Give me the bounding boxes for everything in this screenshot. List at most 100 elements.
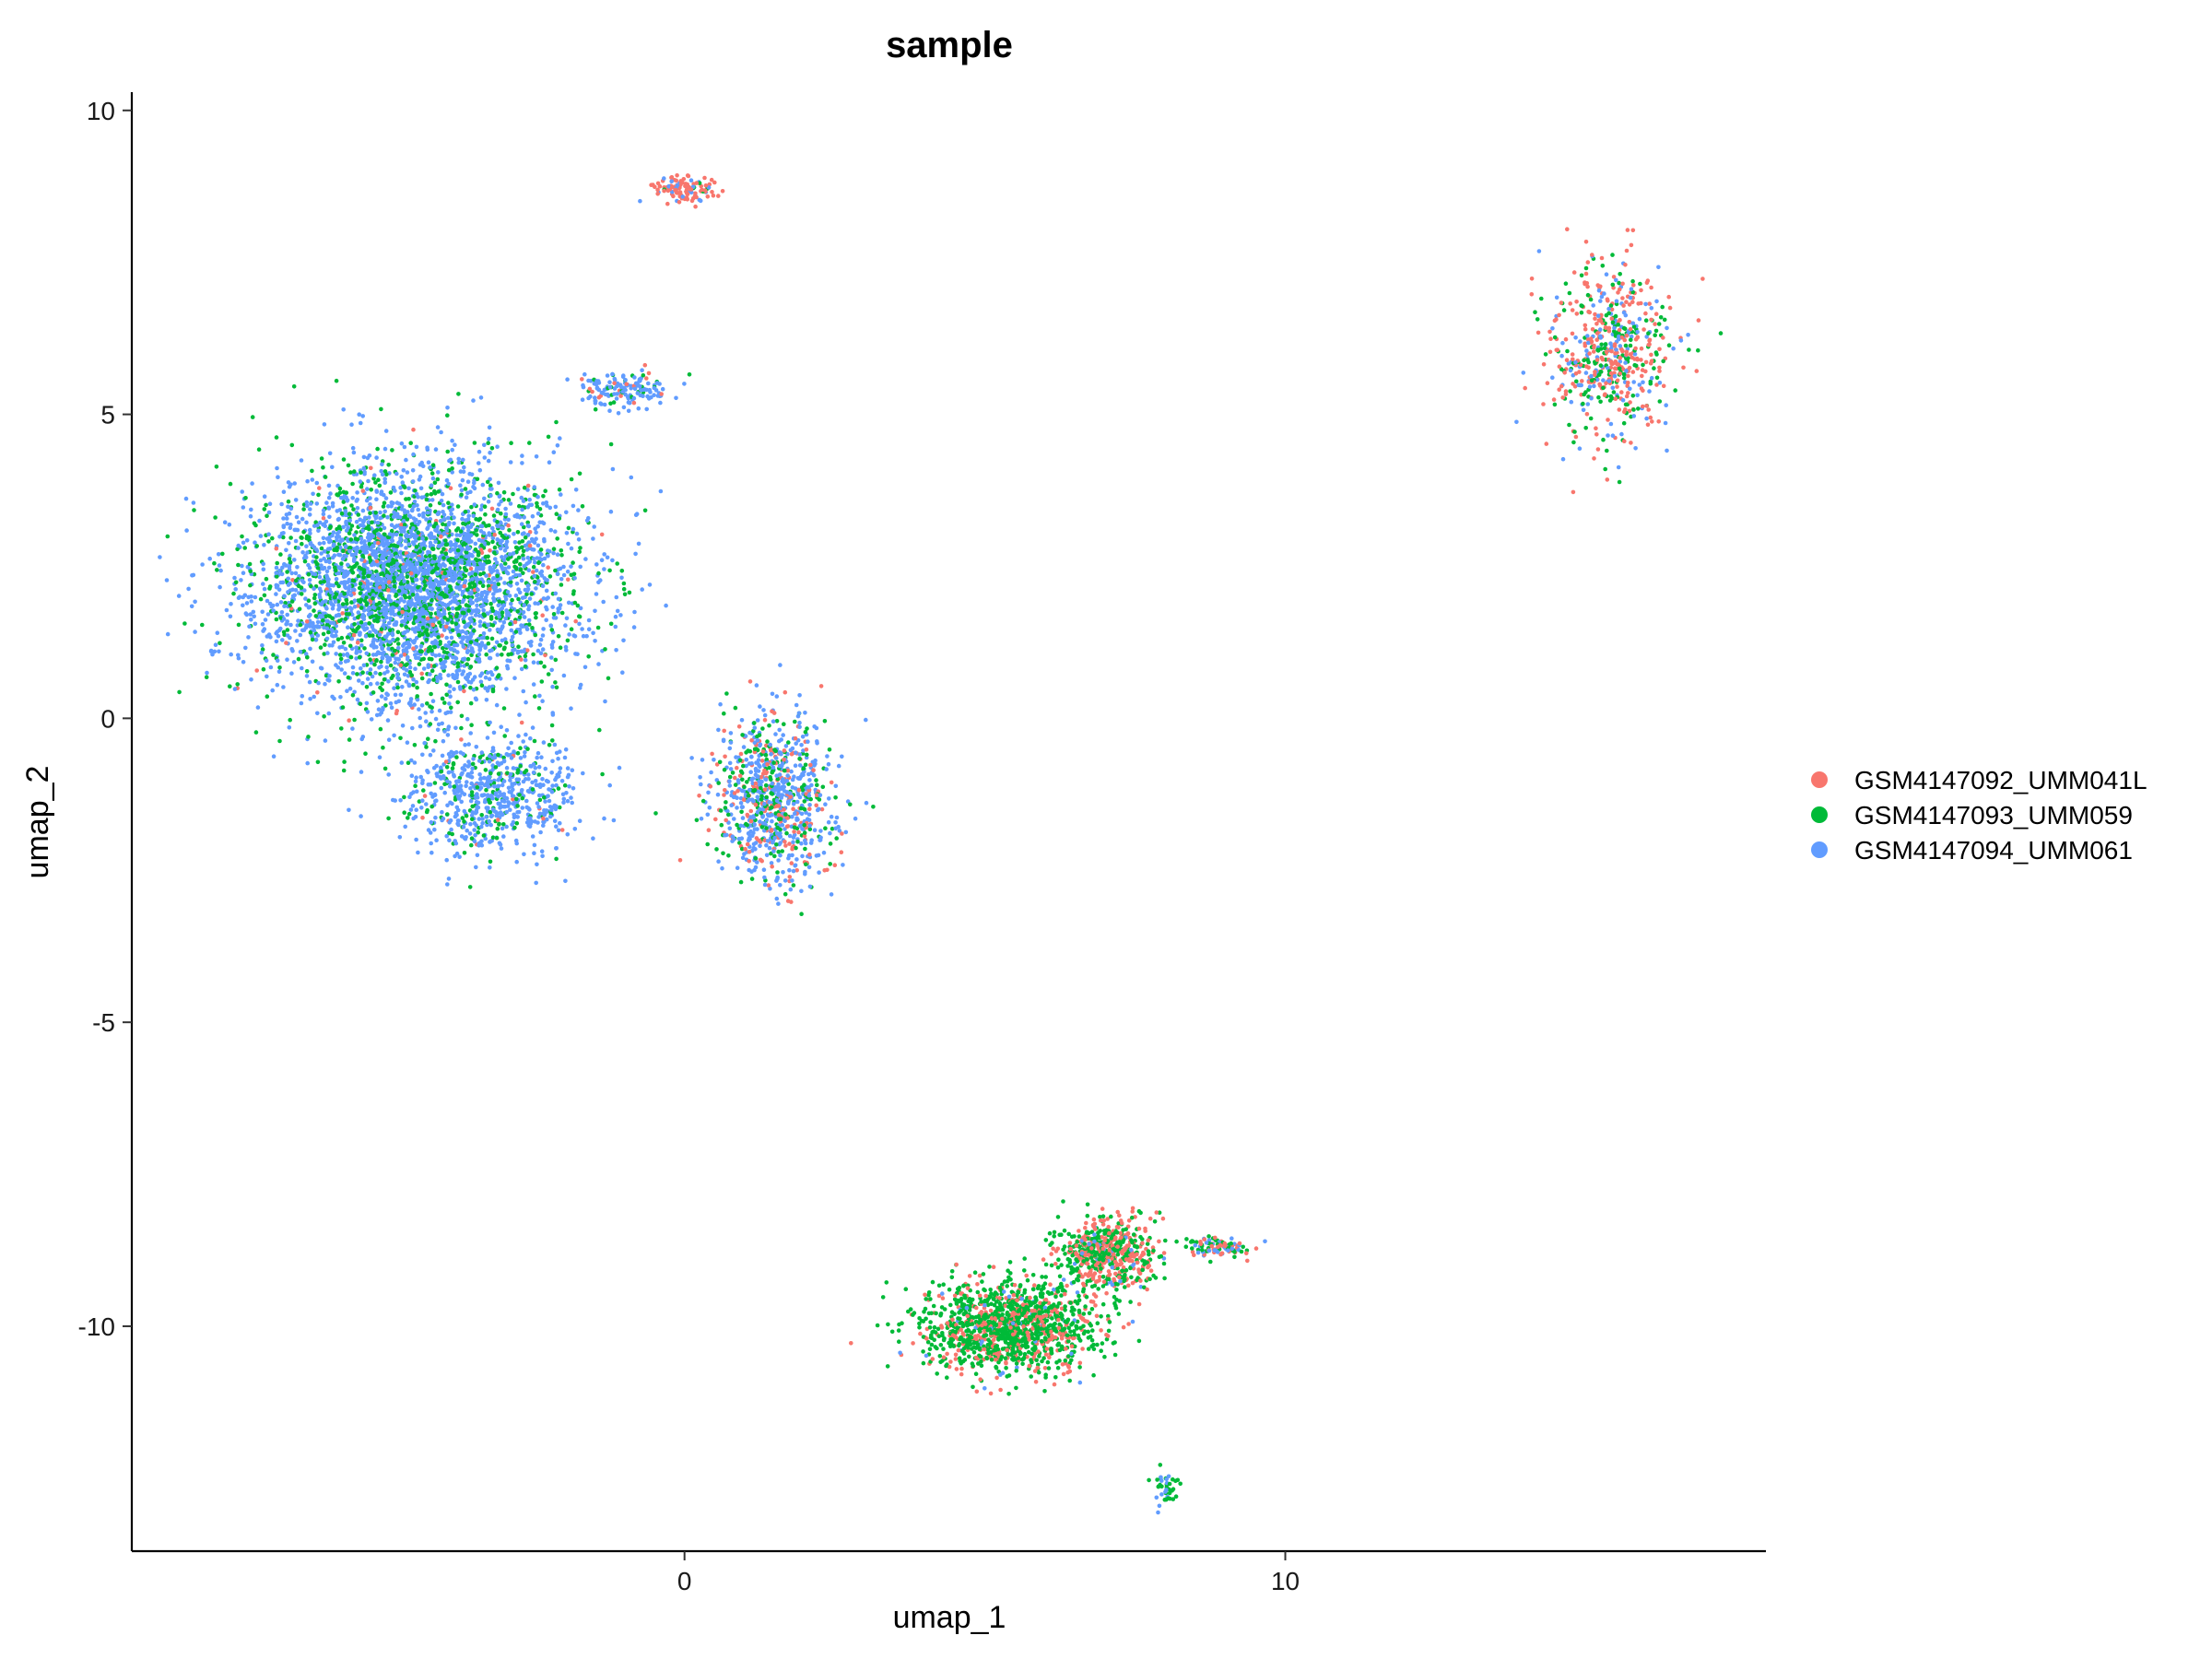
scatter-point [440, 696, 445, 701]
scatter-point [243, 645, 248, 651]
scatter-point [524, 798, 529, 804]
scatter-point [472, 588, 477, 593]
scatter-point [488, 493, 493, 498]
scatter-point [571, 560, 575, 565]
scatter-point [184, 528, 189, 533]
scatter-point [236, 595, 241, 600]
scatter-point [360, 612, 366, 618]
scatter-point [399, 572, 405, 578]
scatter-point [364, 700, 370, 706]
scatter-point [429, 531, 434, 535]
scatter-point [426, 602, 431, 607]
scatter-point [566, 772, 571, 778]
scatter-point [553, 657, 559, 663]
scatter-point [501, 706, 507, 711]
scatter-point [235, 682, 240, 687]
scatter-point [462, 610, 466, 616]
scatter-point [443, 538, 448, 543]
scatter-point [265, 612, 271, 617]
scatter-point [468, 731, 473, 735]
scatter-point [345, 601, 349, 606]
scatter-point [530, 834, 535, 839]
scatter-point [404, 564, 408, 569]
scatter-point [385, 504, 391, 509]
scatter-point [446, 578, 452, 582]
scatter-point [488, 865, 492, 870]
scatter-point [576, 537, 582, 542]
scatter-point [525, 504, 531, 510]
scatter-point [360, 488, 366, 493]
scatter-point [583, 557, 588, 561]
scatter-point [392, 612, 397, 618]
scatter-point [414, 517, 418, 523]
scatter-point [355, 640, 360, 645]
scatter-point [465, 716, 470, 722]
scatter-point [473, 832, 477, 838]
scatter-point [241, 540, 246, 546]
scatter-point [491, 748, 496, 753]
scatter-point [371, 606, 377, 610]
scatter-point [319, 551, 324, 556]
scatter-point [546, 565, 550, 570]
scatter-point [452, 660, 457, 665]
scatter-point [409, 522, 415, 527]
scatter-point [479, 683, 485, 688]
scatter-point [423, 609, 428, 615]
scatter-point [362, 543, 368, 547]
scatter-point [450, 447, 455, 453]
scatter-point [501, 558, 507, 562]
scatter-point [559, 610, 565, 616]
scatter-point [403, 824, 408, 830]
scatter-point [444, 682, 449, 688]
scatter-point [218, 568, 223, 573]
scatter-point [335, 637, 341, 641]
scatter-point [464, 603, 469, 607]
scatter-point [212, 560, 217, 566]
scatter-point [337, 486, 343, 491]
scatter-point [453, 621, 459, 627]
scatter-point [502, 561, 508, 566]
scatter-point [509, 638, 514, 642]
scatter-point [408, 616, 413, 620]
scatter-point [382, 532, 387, 537]
scatter-point [384, 610, 389, 616]
scatter-point [465, 524, 470, 530]
scatter-point [491, 592, 496, 596]
scatter-point [375, 618, 381, 624]
scatter-point [367, 588, 371, 594]
scatter-point [480, 817, 485, 821]
scatter-point [338, 656, 344, 662]
scatter-point [340, 568, 345, 573]
scatter-point [431, 677, 436, 682]
scatter-point [382, 480, 388, 485]
scatter-point [229, 602, 233, 606]
scatter-point [496, 582, 501, 587]
scatter-point [368, 681, 373, 687]
scatter-point [445, 733, 451, 737]
scatter-point [514, 777, 520, 782]
scatter-point [554, 419, 559, 425]
scatter-point [519, 522, 524, 526]
scatter-point [454, 813, 459, 818]
scatter-point [412, 702, 418, 707]
scatter-point [502, 581, 507, 585]
scatter-point [441, 665, 446, 670]
scatter-point [355, 626, 359, 631]
scatter-point [413, 577, 418, 582]
scatter-point [220, 551, 225, 557]
scatter-point [389, 561, 394, 566]
scatter-point [463, 742, 467, 747]
scatter-point [547, 505, 553, 511]
scatter-point [405, 470, 410, 475]
scatter-point [508, 460, 513, 465]
scatter-point [339, 667, 344, 672]
scatter-point [388, 663, 394, 668]
scatter-point [524, 700, 528, 705]
scatter-point [494, 640, 500, 645]
scatter-point [356, 615, 360, 619]
scatter-point [499, 724, 503, 729]
scatter-point [444, 692, 450, 698]
scatter-point [216, 552, 221, 557]
scatter-point [413, 488, 418, 493]
scatter-point [358, 479, 363, 484]
